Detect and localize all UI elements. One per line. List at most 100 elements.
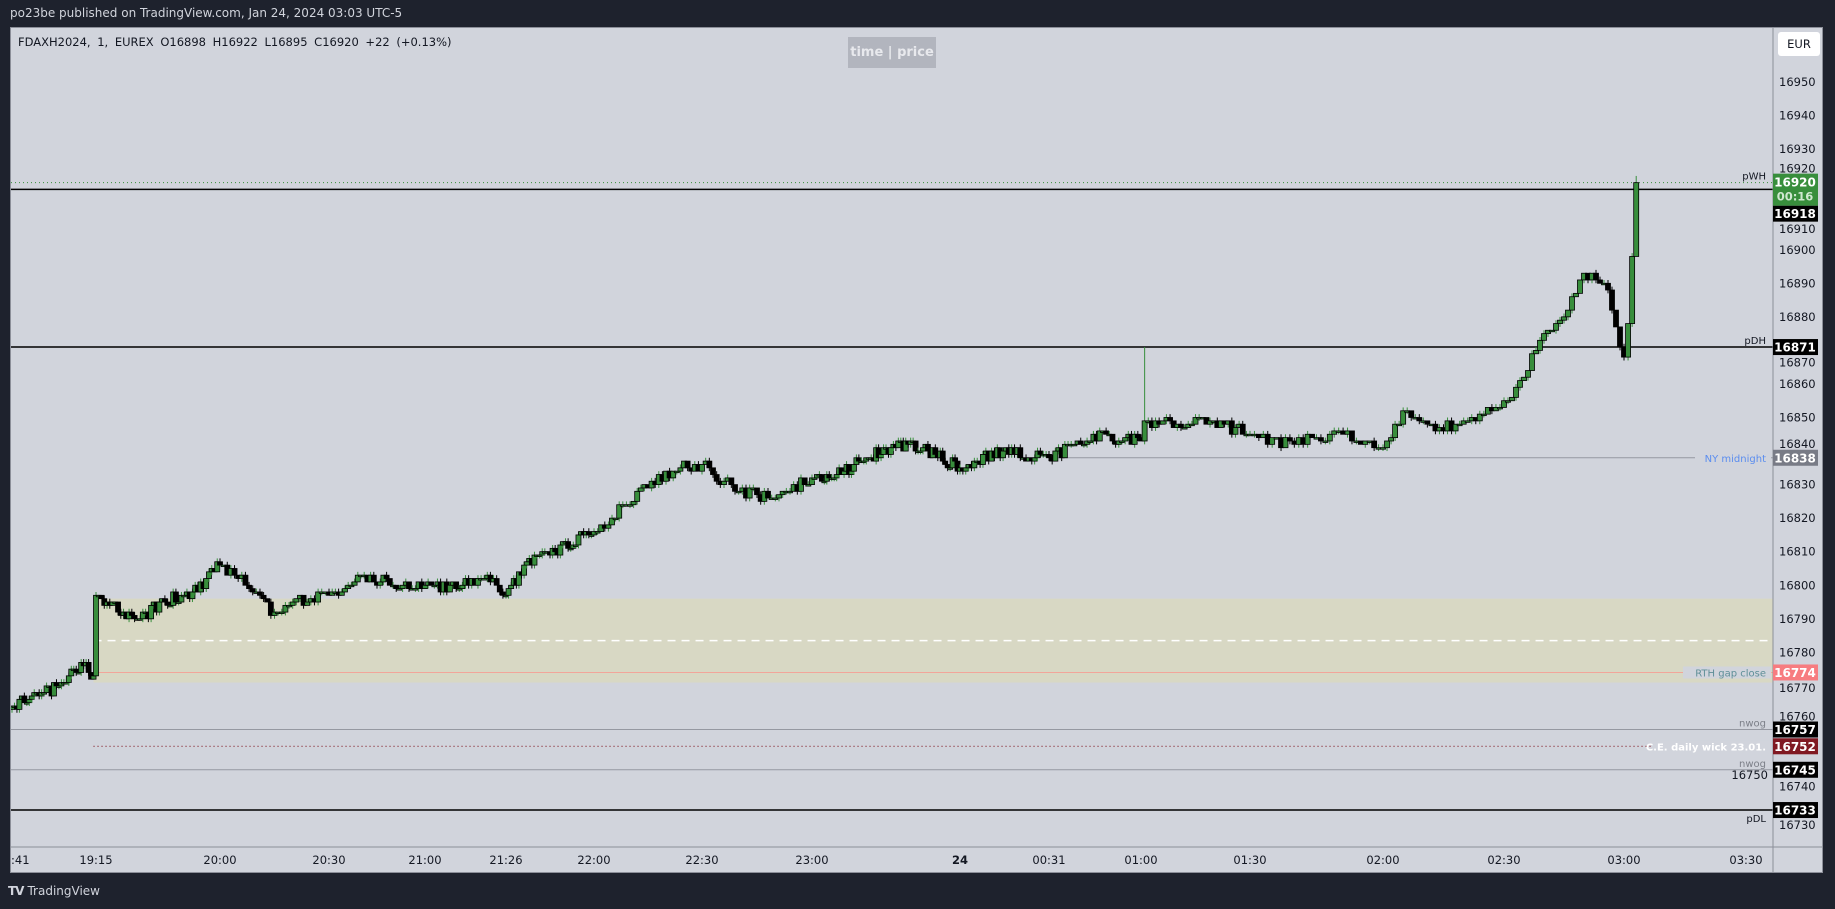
candle-up (1557, 319, 1563, 324)
candle-down (754, 487, 760, 496)
price-tick-label: 16840 (1779, 437, 1816, 451)
candle-up (481, 578, 488, 581)
candle-up (673, 470, 680, 474)
candle-down (1309, 433, 1315, 439)
candle-up (1119, 440, 1125, 443)
price-tag-text: 16733 (1774, 804, 1816, 818)
candle-up (746, 487, 753, 499)
price-tag (1773, 761, 1818, 778)
level-label: nwog (1739, 719, 1766, 730)
candle-up (609, 517, 615, 526)
candle-up (1577, 279, 1583, 294)
candle-down (765, 490, 771, 499)
candle-down (1109, 433, 1116, 442)
candle-down (370, 574, 377, 583)
candle-up (447, 584, 453, 593)
countdown-text: 00:16 (1777, 190, 1814, 204)
candle-up (1533, 349, 1539, 355)
candle-up (1159, 420, 1166, 425)
candle-up (848, 470, 855, 475)
candle-up (1052, 450, 1059, 462)
candle-up (1565, 309, 1571, 318)
candle-down (585, 531, 592, 536)
time-tick-label: 01:00 (1124, 853, 1157, 867)
currency-button[interactable]: EUR (1778, 32, 1820, 56)
candle-up (1388, 437, 1394, 442)
price-tick-label: 16850 (1779, 411, 1816, 425)
time-tick-label: 22:00 (577, 853, 610, 867)
price-tag (1773, 205, 1818, 222)
candle-up (670, 470, 677, 479)
candle-down (217, 561, 223, 566)
candle-down (1424, 420, 1431, 425)
candle-up (396, 588, 403, 591)
candle-down (131, 615, 138, 620)
candle-down (267, 601, 274, 616)
candle-down (98, 594, 105, 600)
candle-up (1380, 447, 1386, 450)
candle-up (156, 601, 163, 613)
candle-up (1071, 443, 1078, 447)
rth-gap-zone (93, 598, 1773, 683)
level-label: nwog (1739, 759, 1766, 770)
candle-up (475, 578, 481, 586)
candle-down (406, 581, 412, 590)
candle-up (630, 500, 637, 506)
candle-up (1476, 413, 1483, 422)
candle-down (393, 584, 400, 590)
candle-up (431, 584, 438, 588)
price-tick-label: 16890 (1779, 276, 1816, 290)
candle-down (912, 440, 919, 452)
candle-up (1525, 370, 1531, 378)
candle-down (21, 695, 28, 704)
candle-up (1396, 423, 1403, 427)
candle-down (1613, 309, 1619, 328)
level-label-bg (1737, 716, 1771, 729)
price-tick-label: 16800 (1779, 578, 1816, 592)
candle-up (282, 604, 289, 613)
candle-down (161, 598, 168, 603)
level-label-bg (1651, 740, 1771, 753)
candle-up (505, 588, 512, 596)
candle-up (1061, 443, 1068, 459)
time-tick-label: 00:31 (1032, 853, 1065, 867)
candle-up (1031, 457, 1038, 462)
time-tick-label: 02:30 (1487, 853, 1520, 867)
candle-up (1480, 413, 1487, 417)
candle-down (684, 460, 691, 469)
candle-up (805, 484, 812, 487)
candle-down (1609, 289, 1615, 311)
level-label-bg (1695, 451, 1771, 464)
time-tick-label: 01:30 (1233, 853, 1266, 867)
candle-up (342, 588, 348, 593)
candle-up (399, 584, 406, 590)
candle-up (206, 571, 212, 579)
candle-up (1452, 423, 1459, 432)
candle-down (1593, 272, 1599, 281)
candle-up (1561, 316, 1567, 321)
time-tick-label: 02:00 (1366, 853, 1399, 867)
candle-up (1188, 423, 1195, 427)
candle-down (1416, 417, 1423, 422)
candle-up (348, 584, 355, 588)
price-tick-label: 16870 (1779, 355, 1816, 369)
symbol-legend: FDAXH2024, 1, EUREX O16898 H16922 L16895… (18, 35, 452, 49)
level-label-bg (1737, 756, 1771, 769)
candle-up (1232, 427, 1239, 435)
candle-up (90, 675, 97, 680)
candle-down (942, 460, 949, 465)
price-tag (1773, 721, 1818, 738)
candle-down (1017, 447, 1024, 459)
candle-up (1553, 323, 1559, 331)
price-tick-label: 16810 (1779, 545, 1816, 559)
candle-down (706, 460, 713, 469)
candle-up (1529, 353, 1535, 371)
level-label: pDH (1744, 336, 1766, 347)
candle-up (1322, 440, 1329, 443)
brand-name[interactable]: TradingView (27, 884, 100, 898)
candle-up (878, 454, 884, 459)
candle-down (128, 611, 135, 616)
candle-up (637, 487, 644, 492)
price-tick-label: 16750 (1731, 768, 1768, 782)
